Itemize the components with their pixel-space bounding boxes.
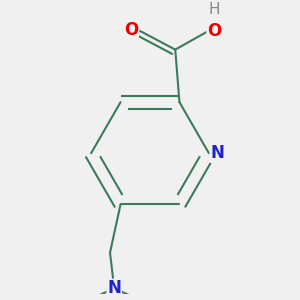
Text: O: O (124, 21, 138, 39)
Text: N: N (107, 280, 121, 298)
Text: N: N (210, 144, 224, 162)
Text: O: O (207, 22, 221, 40)
Text: H: H (208, 2, 220, 17)
